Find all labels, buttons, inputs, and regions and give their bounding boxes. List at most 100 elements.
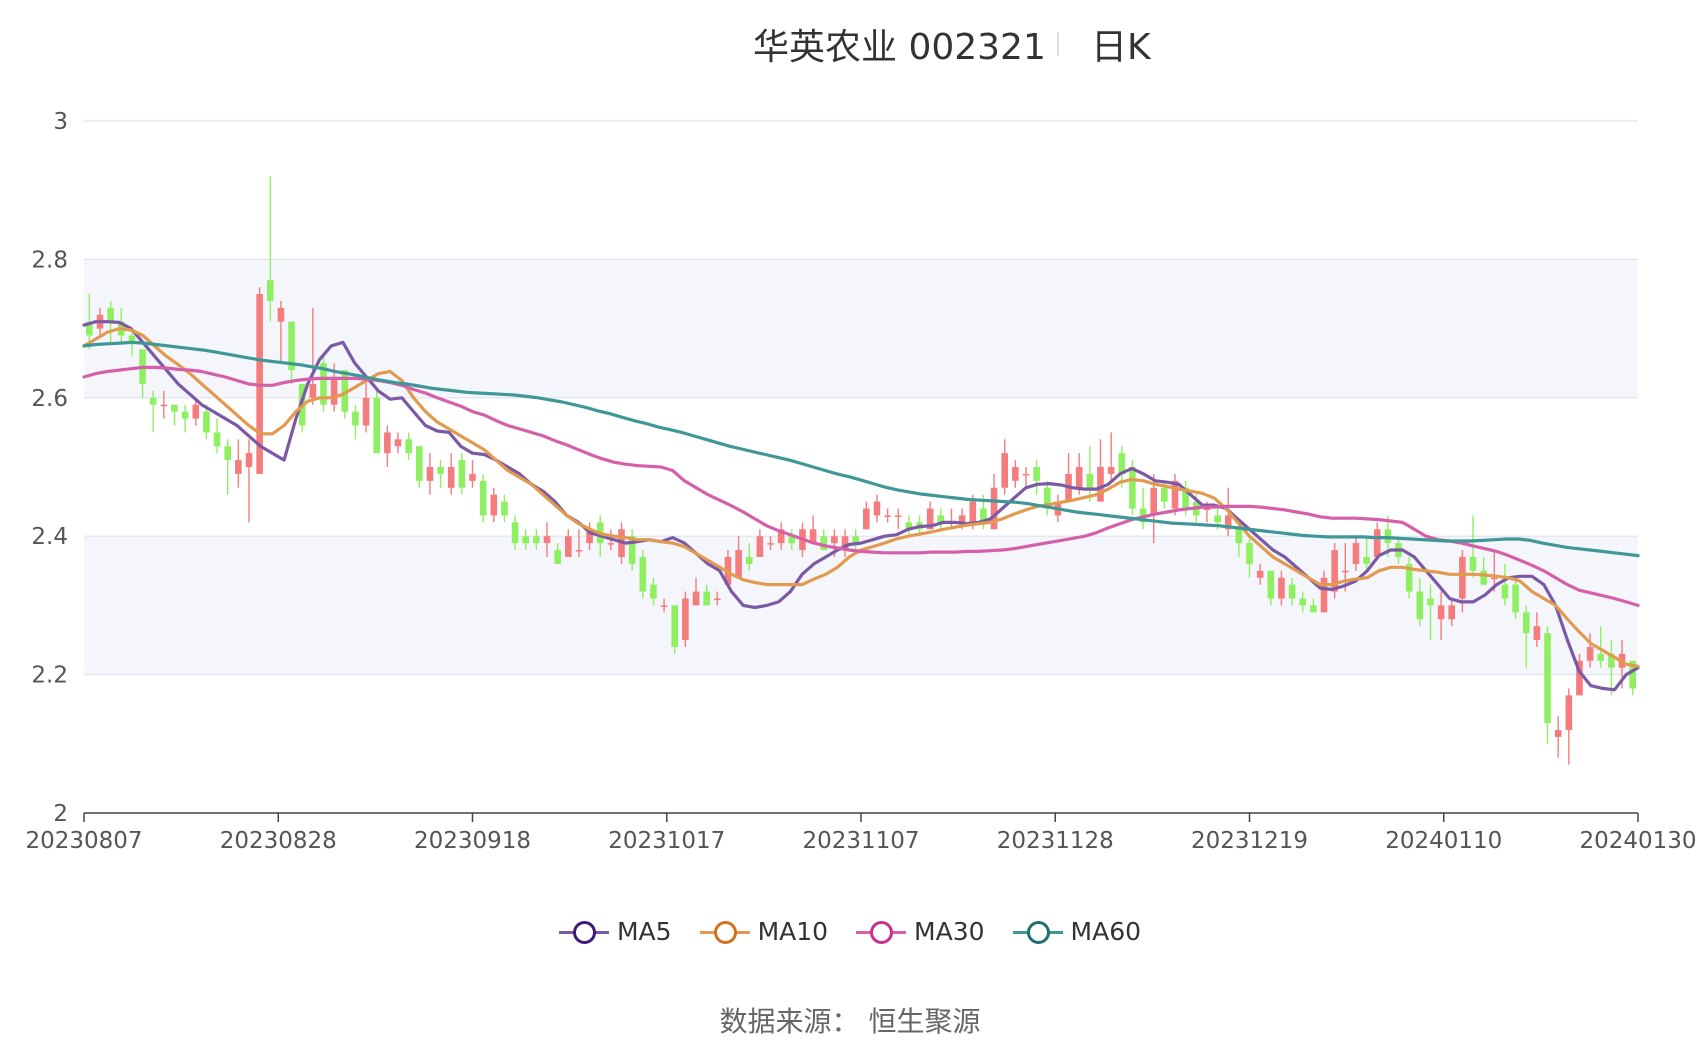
- y-tick-label: 2.4: [31, 524, 68, 550]
- candle-body: [341, 370, 349, 412]
- candle-body: [1501, 584, 1509, 599]
- candle-body: [426, 467, 434, 481]
- candle-body: [192, 404, 200, 419]
- candle-body: [692, 591, 700, 606]
- candle-body: [607, 543, 615, 545]
- chart-title-row: 华英农业 002321 日K: [0, 10, 1700, 70]
- candle-body: [1586, 646, 1594, 661]
- candle-body: [1597, 653, 1605, 661]
- candle-body: [490, 494, 498, 516]
- legend-swatch-icon: [1012, 920, 1063, 944]
- candle-body: [266, 280, 274, 301]
- legend-item-ma5[interactable]: MA5: [558, 917, 672, 946]
- y-tick-label: 2: [53, 801, 68, 827]
- ma30-line: [82, 365, 1640, 608]
- x-tick-label: 20231128: [997, 828, 1114, 854]
- x-tick-label: 20231107: [802, 828, 919, 854]
- candle-body: [1427, 598, 1434, 606]
- candle-body: [1288, 584, 1296, 599]
- candle-body: [86, 321, 93, 336]
- legend-label: MA60: [1070, 917, 1142, 946]
- candle-body: [1576, 660, 1583, 696]
- candle-body: [1373, 529, 1381, 557]
- candle-body: [1001, 453, 1008, 488]
- candle-body: [628, 536, 636, 564]
- candle-body: [841, 536, 849, 551]
- legend-label: MA10: [757, 917, 829, 946]
- candle-body: [1480, 570, 1487, 585]
- candle-body: [213, 432, 221, 447]
- candle-body: [1352, 543, 1360, 564]
- candle-body: [1235, 529, 1243, 544]
- candle-body: [1437, 605, 1445, 620]
- candle-body: [682, 598, 689, 640]
- x-tick-label: 20231219: [1191, 828, 1308, 854]
- candle-body: [958, 515, 966, 523]
- candle-body: [1278, 577, 1285, 599]
- candle-body: [160, 404, 168, 407]
- candle-body: [884, 515, 891, 517]
- candle-body: [1086, 473, 1094, 488]
- candle-body: [309, 383, 317, 398]
- x-tick-label: 20230807: [25, 828, 142, 854]
- candle-body: [894, 515, 902, 517]
- candle-body: [1118, 453, 1126, 474]
- x-tick-label: 20230918: [414, 828, 531, 854]
- title-separator: [1057, 32, 1059, 56]
- candle-body: [937, 515, 945, 523]
- candle-body: [1459, 556, 1466, 599]
- candle-body: [352, 411, 359, 426]
- candle-body: [564, 536, 572, 557]
- candle-body: [1341, 570, 1349, 573]
- candle-body: [1150, 487, 1158, 516]
- candle-body: [703, 591, 710, 606]
- candle-body: [405, 439, 412, 454]
- y-tick-label: 2.8: [31, 247, 68, 273]
- candle-body: [469, 473, 476, 481]
- y-tick-label: 2.2: [31, 663, 68, 689]
- candle-body: [831, 536, 838, 544]
- candle-body: [320, 363, 327, 405]
- candle-body: [1182, 487, 1189, 509]
- candle-body: [447, 467, 455, 488]
- candle-body: [533, 536, 540, 544]
- legend-item-ma30[interactable]: MA30: [856, 917, 985, 946]
- legend-swatch-icon: [856, 920, 907, 944]
- candle-body: [1107, 467, 1115, 474]
- candle-body: [394, 439, 402, 447]
- candle-body: [1544, 633, 1551, 724]
- candle-body: [203, 411, 210, 433]
- candle-body: [501, 501, 508, 516]
- candle-body: [1214, 515, 1221, 523]
- y-tick-label: 3: [53, 109, 68, 135]
- grid-band: [84, 536, 1638, 675]
- data-source: 数据来源： 恒生聚源: [719, 1005, 981, 1038]
- legend-item-ma60[interactable]: MA60: [1012, 917, 1142, 946]
- candle-body: [735, 550, 742, 578]
- candle-body: [745, 556, 753, 564]
- candle-body: [1522, 612, 1530, 634]
- candle-body: [373, 397, 381, 454]
- candle-body: [1097, 467, 1104, 502]
- candle-body: [384, 432, 391, 454]
- candle-body: [1331, 550, 1338, 592]
- candle-body: [1256, 570, 1264, 578]
- legend: MA5 MA10 MA30 MA60: [0, 917, 1700, 948]
- candle-body: [171, 404, 178, 412]
- x-tick-label: 20231017: [608, 828, 725, 854]
- legend-item-ma10[interactable]: MA10: [699, 917, 829, 946]
- candle-body: [107, 307, 114, 322]
- candle-body: [128, 335, 136, 343]
- candle-body: [522, 536, 530, 544]
- candle-body: [277, 307, 285, 322]
- legend-swatch-icon: [699, 920, 750, 944]
- candle-body: [852, 536, 859, 544]
- candle-body: [1299, 598, 1307, 606]
- candle-body: [1012, 467, 1019, 481]
- candle-body: [969, 501, 977, 523]
- candle-body: [1129, 467, 1136, 509]
- candle-body: [1491, 577, 1498, 580]
- candle-body: [1033, 467, 1040, 481]
- x-tick-label: 20240110: [1385, 828, 1502, 854]
